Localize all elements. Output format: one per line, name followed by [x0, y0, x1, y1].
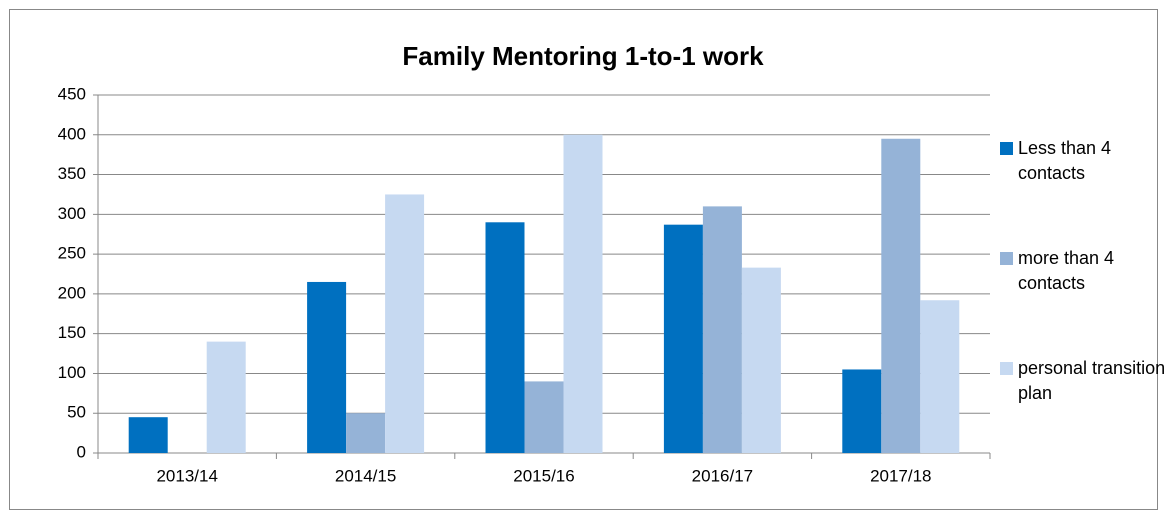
bar	[920, 300, 960, 453]
bar	[741, 267, 781, 453]
x-tick-label: 2016/17	[692, 466, 753, 485]
y-tick-label: 150	[58, 323, 86, 342]
chart-title: Family Mentoring 1-to-1 work	[402, 41, 764, 71]
bar	[842, 369, 882, 453]
legend-swatch	[1000, 252, 1013, 265]
legend-item: more than 4 contacts	[996, 246, 1168, 296]
bar	[346, 413, 386, 453]
bar	[385, 194, 425, 453]
y-tick-label: 450	[58, 84, 86, 103]
legend-item: personal transition plan	[996, 356, 1168, 406]
x-tick-label: 2014/15	[335, 466, 396, 485]
x-tick-label: 2013/14	[156, 466, 217, 485]
y-tick-label: 300	[58, 204, 86, 223]
legend-label: personal transition plan	[1018, 358, 1166, 403]
y-tick-label: 0	[77, 442, 86, 461]
x-tick-label: 2015/16	[513, 466, 574, 485]
bar	[563, 134, 603, 453]
legend-item: Less than 4 contacts	[996, 136, 1168, 186]
y-tick-label: 200	[58, 283, 86, 302]
bar	[702, 206, 742, 453]
bar	[206, 341, 246, 453]
bar	[307, 281, 347, 453]
y-tick-label: 250	[58, 244, 86, 263]
legend-label: Less than 4 contacts	[1018, 138, 1112, 183]
bar	[128, 417, 168, 453]
y-tick-label: 350	[58, 164, 86, 183]
bar	[881, 138, 921, 453]
x-tick-label: 2017/18	[870, 466, 931, 485]
y-tick-label: 400	[58, 124, 86, 143]
bar	[663, 224, 703, 453]
bar	[485, 222, 525, 453]
legend-label: more than 4 contacts	[1018, 248, 1115, 293]
bar	[524, 381, 564, 453]
legend-swatch	[1000, 142, 1013, 155]
legend-swatch	[1000, 362, 1013, 375]
y-tick-label: 100	[58, 363, 86, 382]
y-tick-label: 50	[67, 403, 86, 422]
